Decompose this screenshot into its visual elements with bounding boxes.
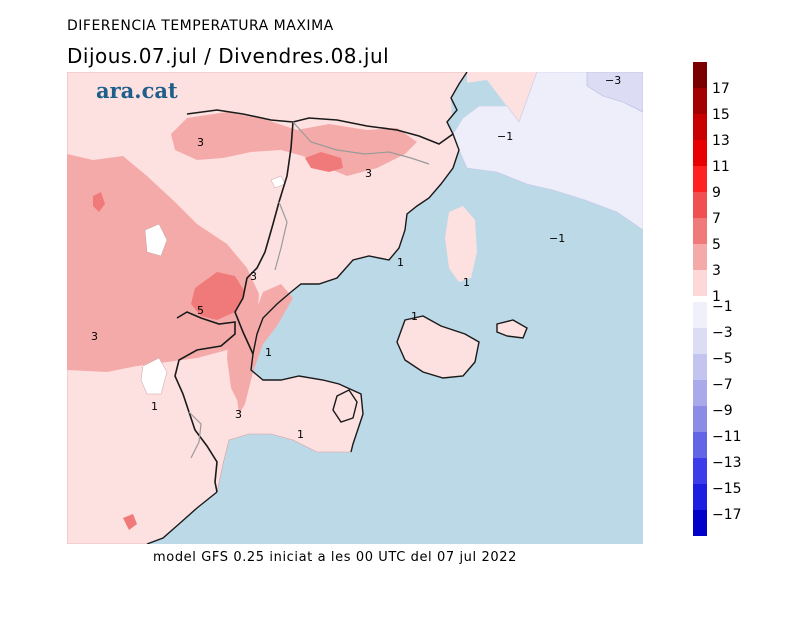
legend-label: 1 bbox=[712, 289, 721, 305]
border-regional-grey bbox=[188, 121, 430, 459]
zone-3-small-south bbox=[227, 328, 247, 408]
island-ibiza bbox=[332, 389, 358, 423]
border-france-spain bbox=[186, 109, 454, 145]
negative-zone-corner bbox=[586, 72, 643, 113]
legend-label: 13 bbox=[712, 133, 730, 149]
legend-label: 5 bbox=[712, 237, 721, 253]
sea-gulf-lion bbox=[451, 80, 519, 134]
contour-label-ebro-3: 3 bbox=[365, 167, 372, 180]
zone-5-north bbox=[305, 152, 343, 172]
contour-label-sea-minus1-top: −1 bbox=[497, 130, 513, 143]
legend-swatch bbox=[693, 302, 707, 328]
legend-label: −17 bbox=[712, 507, 742, 523]
zone-neutral-west bbox=[140, 357, 168, 395]
legend-swatch bbox=[693, 62, 707, 88]
legend-swatch bbox=[693, 354, 707, 380]
legend-label: −9 bbox=[712, 403, 733, 419]
legend-swatch bbox=[693, 166, 707, 192]
legend-swatch bbox=[693, 244, 707, 270]
legend-swatch bbox=[693, 458, 707, 484]
zone-5-west-dot bbox=[93, 192, 105, 212]
legend-swatch bbox=[693, 432, 707, 458]
legend-swatch bbox=[693, 192, 707, 218]
contour-label-coast-1: 1 bbox=[397, 256, 404, 269]
legend-label: −15 bbox=[712, 481, 742, 497]
legend-label: 17 bbox=[712, 81, 730, 97]
ara-cat-logo: ara.cat bbox=[96, 78, 178, 103]
color-scale-legend: 17 15 13 11 9 7 5 3 1−1 −3 −5 −7 −9 −11 −13 −15 −17 bbox=[693, 62, 742, 536]
contour-label-south-1: 1 bbox=[297, 428, 304, 441]
island-menorca bbox=[496, 319, 528, 339]
legend-label: −13 bbox=[712, 455, 742, 471]
zone-neutral-inland bbox=[144, 223, 168, 257]
zone-5-south-dot bbox=[123, 514, 137, 530]
legend-swatch bbox=[693, 380, 707, 406]
zone-5-inland bbox=[191, 272, 245, 320]
island-mallorca bbox=[396, 315, 480, 379]
temperature-difference-map: 3 3 3 3 5 3 1 1 1 1 1 1 −1 −1 −3 bbox=[67, 72, 643, 544]
contour-label-aragon-3: 3 bbox=[250, 270, 257, 283]
legend-swatch bbox=[693, 510, 707, 536]
legend-swatch bbox=[693, 484, 707, 510]
legend-swatch bbox=[693, 114, 707, 140]
model-footer-text: model GFS 0.25 iniciat a les 00 UTC del … bbox=[153, 550, 517, 565]
legend-label: −1 bbox=[712, 299, 733, 315]
contour-label-valencia-1: 1 bbox=[265, 346, 272, 359]
legend-swatch bbox=[693, 328, 707, 354]
border-catalonia-aragon bbox=[234, 121, 294, 355]
negative-zone-east bbox=[452, 72, 643, 231]
contour-label-mallorca-1: 1 bbox=[411, 310, 418, 323]
legend-label: −3 bbox=[712, 325, 733, 341]
contour-label-north-3: 3 bbox=[197, 136, 204, 149]
zone-3-south bbox=[235, 284, 293, 414]
contour-label-menorca-1: 1 bbox=[463, 276, 470, 289]
contour-label-sea-minus1-right: −1 bbox=[549, 232, 565, 245]
legend-swatch bbox=[693, 406, 707, 432]
legend-swatch bbox=[693, 140, 707, 166]
legend-swatch bbox=[693, 270, 707, 296]
contour-label-corner-minus3: −3 bbox=[605, 74, 621, 87]
contour-label-west-3: 3 bbox=[91, 330, 98, 343]
contour-label-south-3: 3 bbox=[235, 408, 242, 421]
legend-label: −11 bbox=[712, 429, 742, 445]
legend-label: −7 bbox=[712, 377, 733, 393]
chart-title: DIFERENCIA TEMPERATURA MAXIMA bbox=[67, 18, 334, 34]
border-inland-lower bbox=[174, 311, 236, 493]
contour-label-west-1: 1 bbox=[151, 400, 158, 413]
legend-label: 7 bbox=[712, 211, 721, 227]
legend-label: 11 bbox=[712, 159, 730, 175]
contour-label-inland-5: 5 bbox=[197, 304, 204, 317]
coastline-south bbox=[146, 491, 218, 544]
island-positive-zone bbox=[445, 206, 477, 282]
zone-3-north bbox=[171, 112, 417, 176]
legend-swatch bbox=[693, 88, 707, 114]
legend-swatch bbox=[693, 218, 707, 244]
legend-label: 15 bbox=[712, 107, 730, 123]
legend-label: 3 bbox=[712, 263, 721, 279]
legend-label: −5 bbox=[712, 351, 733, 367]
coastline bbox=[250, 72, 468, 453]
legend-label: 9 bbox=[712, 185, 721, 201]
date-range-subtitle: Dijous.07.jul / Divendres.08.jul bbox=[67, 44, 390, 68]
